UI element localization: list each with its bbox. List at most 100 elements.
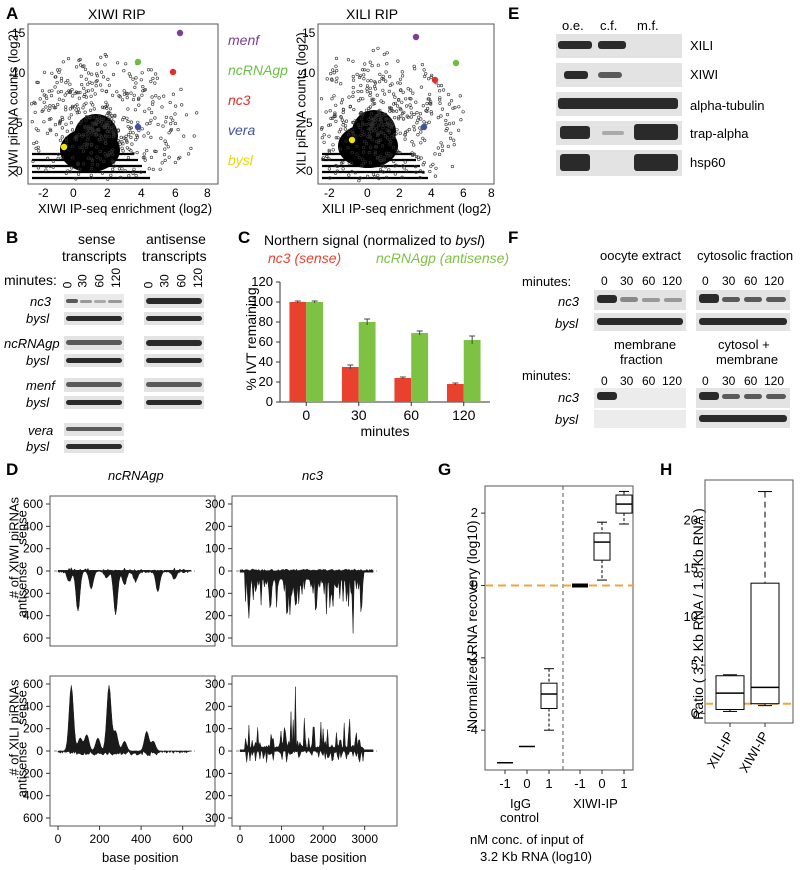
point-bysl	[348, 136, 356, 144]
f-top-cf-0: 0	[702, 274, 709, 288]
h-plot-frame	[704, 479, 794, 724]
scatter-point	[77, 110, 81, 114]
plot-frame	[27, 23, 219, 185]
d-x-tick-label: 0	[237, 832, 244, 846]
scatter-point	[339, 115, 343, 119]
scatter-point	[95, 79, 99, 83]
c-bar-ncrnagp-60	[411, 333, 429, 402]
scatter-point	[126, 124, 130, 129]
scatter-point	[150, 95, 154, 99]
scatter-point	[424, 121, 428, 125]
scatter-point	[356, 123, 361, 127]
d-col-ncrnagp: ncRNAgp	[108, 468, 164, 483]
scatter-point	[94, 122, 98, 127]
scatter-point	[47, 108, 51, 112]
scatter-point	[329, 116, 333, 120]
d-y-tick-label: 0	[218, 564, 225, 578]
a1-xtick-6: 6	[172, 186, 179, 200]
scatter-point	[343, 127, 347, 131]
scatter-point	[399, 88, 403, 92]
scatter-point	[104, 89, 108, 93]
scatter-point	[56, 156, 60, 160]
scatter-point	[367, 121, 371, 126]
scatter-point	[89, 176, 93, 180]
scatter-point	[78, 167, 82, 171]
scatter-point	[388, 118, 392, 122]
scatter-point	[322, 133, 326, 137]
scatter-point	[173, 112, 177, 116]
scatter-point	[140, 93, 144, 97]
scatter-point	[107, 153, 111, 157]
scatter-point	[412, 124, 416, 129]
scatter-point	[346, 58, 351, 62]
d-y-tick-label: 200	[23, 722, 43, 736]
scatter-point	[127, 174, 131, 178]
scatter-point	[90, 162, 94, 166]
f-bot-cm-60: 60	[744, 374, 758, 388]
b-row-bysl-3: bysl	[26, 395, 50, 410]
scatter-point	[95, 62, 100, 66]
e-lane-mf: m.f.	[637, 18, 659, 33]
scatter-point	[99, 120, 104, 124]
scatter-point	[142, 134, 146, 138]
scatter-point	[333, 113, 337, 117]
scatter-point	[42, 70, 47, 74]
d-x-tick-label: 0	[55, 832, 62, 846]
e-row-tubulin: alpha-tubulin	[690, 98, 765, 113]
scatter-point	[100, 88, 104, 92]
b-row-bysl-1: bysl	[26, 311, 50, 326]
scatter-point	[66, 56, 71, 61]
scatter-point	[94, 132, 99, 137]
d-xlabel-left: base position	[102, 850, 179, 865]
scatter-point	[148, 121, 152, 125]
scatter-point	[339, 101, 344, 105]
scatter-point	[74, 135, 78, 139]
scatter-point	[368, 161, 373, 165]
scatter-point	[110, 149, 114, 154]
scatter-point	[416, 155, 420, 159]
c-y-tick-label: 100	[251, 294, 273, 309]
panel-g-box-plot: 20-2-4-1 0 1 -1 0 1	[466, 485, 634, 791]
scatter-point	[365, 174, 370, 178]
scatter-point	[129, 91, 133, 95]
scatter-point	[164, 142, 168, 146]
h-x-tick-label: XIWI-IP	[736, 729, 771, 775]
scatter-point	[383, 165, 388, 169]
h-y-tick-label: 10	[684, 609, 698, 624]
panel-letter-e: E	[508, 4, 520, 23]
scatter-point	[106, 77, 110, 82]
scatter-point	[164, 115, 168, 119]
scatter-point	[412, 64, 416, 69]
scatter-point	[384, 151, 389, 155]
scatter-point	[103, 125, 108, 129]
scatter-point	[133, 108, 137, 112]
scatter-point	[33, 110, 37, 114]
scatter-point	[357, 75, 362, 80]
h-y-tick-label: 15	[684, 561, 698, 576]
scatter-point	[436, 84, 441, 88]
scatter-point	[90, 72, 94, 76]
scatter-point	[373, 129, 377, 133]
scatter-point	[387, 168, 391, 172]
scatter-point	[444, 118, 448, 123]
scatter-point	[419, 141, 423, 145]
scatter-point	[44, 168, 48, 172]
f-bot-cm-120: 120	[764, 374, 785, 388]
scatter-point	[351, 74, 355, 79]
scatter-point	[76, 107, 81, 111]
scatter-point	[93, 92, 97, 96]
f-top-oe-30: 30	[620, 274, 634, 288]
scatter-point	[112, 130, 116, 134]
scatter-point	[403, 137, 407, 141]
scatter-point	[116, 138, 120, 143]
f-row-bysl-top: bysl	[555, 316, 579, 331]
scatter-point	[439, 83, 444, 88]
c-y-tick-label: 80	[259, 314, 273, 329]
scatter-point	[64, 136, 69, 140]
scatter-point	[433, 174, 438, 178]
g-plot-frame	[484, 485, 634, 771]
scatter-point	[437, 89, 442, 93]
scatter-point	[360, 129, 364, 133]
scatter-point	[412, 112, 416, 117]
scatter-point	[56, 102, 60, 107]
